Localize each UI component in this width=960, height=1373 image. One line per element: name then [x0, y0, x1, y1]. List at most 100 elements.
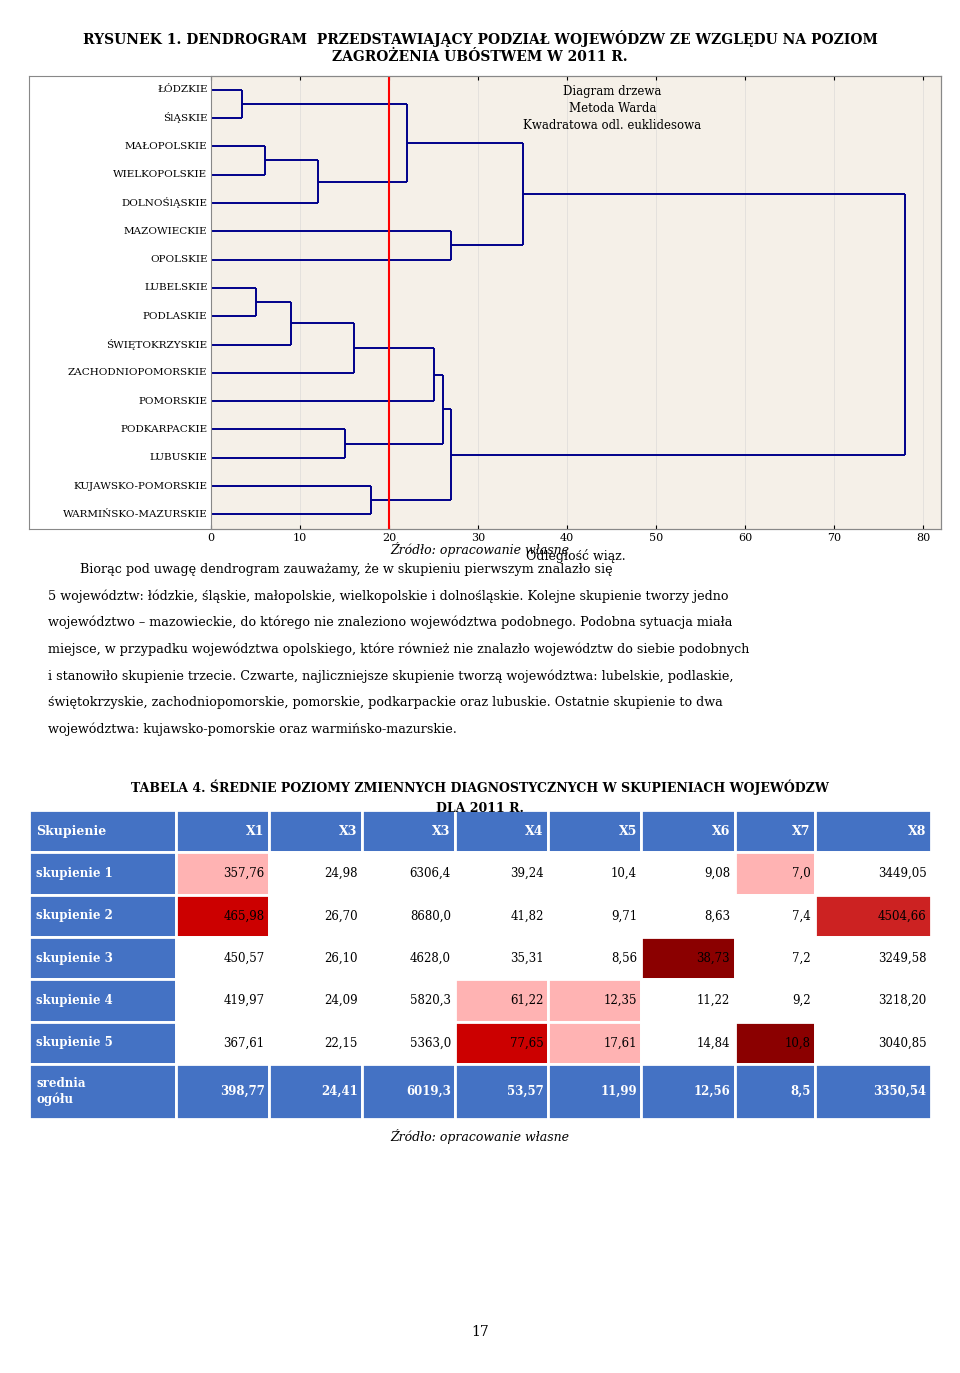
Bar [815, 895, 931, 936]
Bar [176, 936, 269, 979]
Text: 7,4: 7,4 [792, 909, 811, 923]
Bar [29, 979, 176, 1022]
Text: skupienie 4: skupienie 4 [36, 994, 112, 1006]
Bar [269, 936, 362, 979]
Text: 35,31: 35,31 [511, 951, 544, 965]
Bar [815, 1022, 931, 1064]
Text: 3040,85: 3040,85 [878, 1037, 926, 1049]
Bar [641, 936, 734, 979]
Text: miejsce, w przypadku województwa opolskiego, które również nie znalazło wojewódz: miejsce, w przypadku województwa opolski… [48, 643, 750, 656]
Bar [29, 1022, 176, 1064]
Text: DLA 2011 R.: DLA 2011 R. [436, 802, 524, 814]
Text: OPOLSKIE: OPOLSKIE [150, 255, 207, 264]
Text: skupienie 2: skupienie 2 [36, 909, 113, 923]
Text: 39,24: 39,24 [511, 866, 544, 880]
Bar [269, 853, 362, 895]
Bar [269, 810, 362, 853]
Bar [176, 810, 269, 853]
Bar [269, 979, 362, 1022]
Bar [734, 979, 815, 1022]
Bar [734, 853, 815, 895]
Text: świętokrzyskie, zachodniopomorskie, pomorskie, podkarpackie oraz lubuskie. Ostat: świętokrzyskie, zachodniopomorskie, pomo… [48, 696, 723, 708]
Bar [362, 979, 455, 1022]
Bar [29, 936, 176, 979]
Text: TABELA 4. ŚREDNIE POZIOMY ZMIENNYCH DIAGNOSTYCZNYCH W SKUPIENIACH WOJEWÓDZW: TABELA 4. ŚREDNIE POZIOMY ZMIENNYCH DIAG… [132, 780, 828, 795]
Bar [641, 1064, 734, 1119]
Bar [641, 853, 734, 895]
Text: 11,22: 11,22 [697, 994, 730, 1006]
Text: 3350,54: 3350,54 [874, 1085, 926, 1098]
Bar [815, 979, 931, 1022]
Text: WARMIŃSKO-MAZURSKIE: WARMIŃSKO-MAZURSKIE [62, 509, 207, 519]
Bar [176, 895, 269, 936]
Text: X6: X6 [711, 825, 730, 838]
Text: MAZOWIECKIE: MAZOWIECKIE [124, 227, 207, 236]
Bar [29, 853, 176, 895]
Text: i stanowiło skupienie trzecie. Czwarte, najliczniejsze skupienie tworzą wojewódz: i stanowiło skupienie trzecie. Czwarte, … [48, 669, 733, 682]
Text: 8,56: 8,56 [611, 951, 637, 965]
Bar [29, 895, 176, 936]
Text: 357,76: 357,76 [224, 866, 265, 880]
Text: 4628,0: 4628,0 [410, 951, 451, 965]
Bar [734, 1022, 815, 1064]
Bar [362, 895, 455, 936]
Bar [269, 1064, 362, 1119]
Text: 465,98: 465,98 [224, 909, 265, 923]
Text: 3249,58: 3249,58 [878, 951, 926, 965]
Text: ZAGROŻENIA UBÓSTWEM W 2011 R.: ZAGROŻENIA UBÓSTWEM W 2011 R. [332, 49, 628, 63]
Text: 10,8: 10,8 [785, 1037, 811, 1049]
Text: 24,98: 24,98 [324, 866, 358, 880]
Text: 22,15: 22,15 [324, 1037, 358, 1049]
Bar [734, 895, 815, 936]
Text: KUJAWSKO-POMORSKIE: KUJAWSKO-POMORSKIE [74, 482, 207, 490]
Bar [548, 853, 641, 895]
Text: 77,65: 77,65 [510, 1037, 544, 1049]
Text: 367,61: 367,61 [224, 1037, 265, 1049]
Text: 26,10: 26,10 [324, 951, 358, 965]
Text: 10,4: 10,4 [611, 866, 637, 880]
Text: WIELKOPOLSKIE: WIELKOPOLSKIE [113, 170, 207, 178]
Text: 17,61: 17,61 [604, 1037, 637, 1049]
Text: X8: X8 [908, 825, 926, 838]
Text: 8680,0: 8680,0 [410, 909, 451, 923]
Text: 5363,0: 5363,0 [410, 1037, 451, 1049]
Text: 450,57: 450,57 [224, 951, 265, 965]
Bar [641, 979, 734, 1022]
Text: MAŁOPOLSKIE: MAŁOPOLSKIE [125, 141, 207, 151]
Text: X5: X5 [618, 825, 637, 838]
Bar [734, 1064, 815, 1119]
Bar [455, 853, 548, 895]
Text: Źródło: opracowanie własne: Źródło: opracowanie własne [391, 542, 569, 557]
Bar [734, 936, 815, 979]
Text: 419,97: 419,97 [224, 994, 265, 1006]
Bar [176, 1064, 269, 1119]
Text: 7,2: 7,2 [792, 951, 811, 965]
Bar [455, 1022, 548, 1064]
Text: 38,73: 38,73 [696, 951, 730, 965]
Bar [29, 1064, 176, 1119]
Bar [815, 936, 931, 979]
Text: Diagram drzewa
Metoda Warda
Kwadratowa odl. euklidesowa: Diagram drzewa Metoda Warda Kwadratowa o… [523, 85, 702, 132]
Text: województwo – mazowieckie, do którego nie znaleziono województwa podobnego. Podo: województwo – mazowieckie, do którego ni… [48, 616, 732, 629]
Text: 24,41: 24,41 [321, 1085, 358, 1098]
Text: województwa: kujawsko-pomorskie oraz warmińsko-mazurskie.: województwa: kujawsko-pomorskie oraz war… [48, 722, 457, 736]
Text: skupienie 3: skupienie 3 [36, 951, 113, 965]
Text: LUBELSKIE: LUBELSKIE [144, 283, 207, 292]
Text: 4504,66: 4504,66 [878, 909, 926, 923]
Text: X7: X7 [792, 825, 811, 838]
Text: ŁÓDZKIE: ŁÓDZKIE [157, 85, 207, 95]
Bar [815, 853, 931, 895]
Bar [362, 853, 455, 895]
Text: 8,63: 8,63 [704, 909, 730, 923]
Text: Źródło: opracowanie własne: Źródło: opracowanie własne [391, 1129, 569, 1144]
Text: 9,2: 9,2 [792, 994, 811, 1006]
Bar [176, 979, 269, 1022]
Text: X3: X3 [339, 825, 358, 838]
Text: 9,71: 9,71 [611, 909, 637, 923]
Bar [815, 810, 931, 853]
Text: X3: X3 [432, 825, 451, 838]
Text: 12,35: 12,35 [604, 994, 637, 1006]
Text: 26,70: 26,70 [324, 909, 358, 923]
Text: 8,5: 8,5 [790, 1085, 811, 1098]
Bar [269, 895, 362, 936]
